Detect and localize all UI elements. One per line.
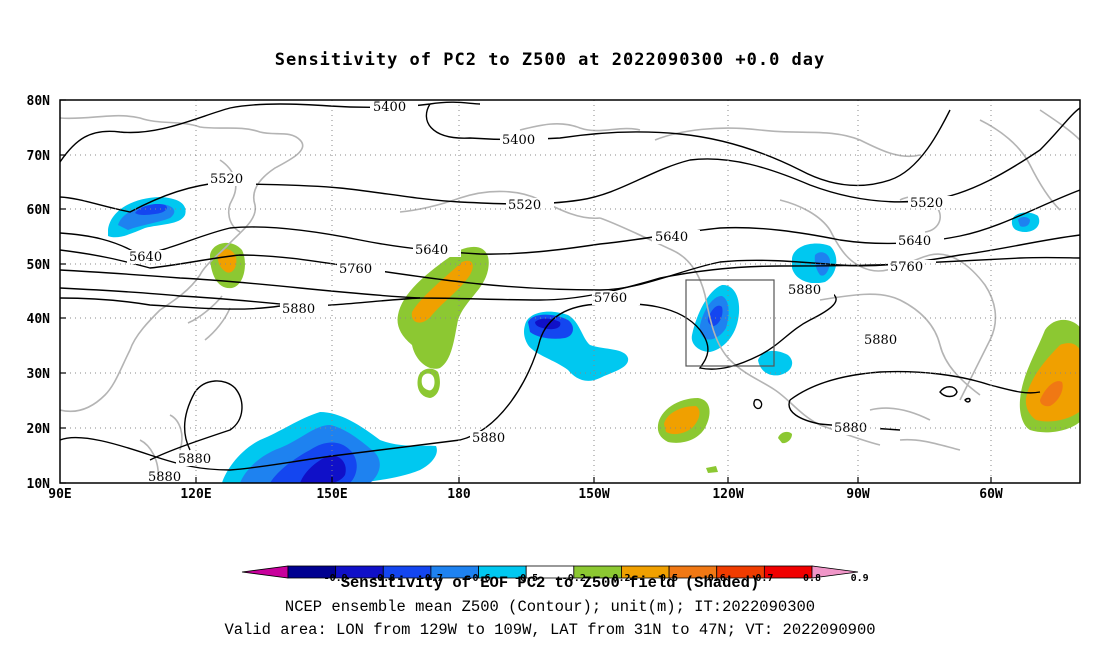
lat-label: 80N: [27, 94, 51, 109]
shade-negative-patch: [535, 318, 561, 330]
shade-negative-patch: [300, 455, 346, 483]
contour-label: 5880: [788, 283, 821, 298]
lon-label: 120W: [712, 487, 743, 502]
lon-label: 150W: [578, 487, 609, 502]
lat-label: 30N: [27, 367, 51, 382]
coastlines: [60, 109, 1080, 481]
lat-label: 40N: [27, 312, 51, 327]
lat-label: 60N: [27, 203, 51, 218]
shade-positive-patch: [706, 466, 718, 473]
shade-positive-patch: [664, 406, 700, 435]
gridlines: [60, 100, 1080, 483]
map-frame: [59, 99, 1081, 484]
contour-label: 5520: [210, 172, 243, 187]
sensitivity-map: 5400 5400 5520 5520 5520 5640 5640 5640 …: [27, 94, 1081, 502]
contour-label: 5760: [890, 260, 923, 275]
map-title: Sensitivity of PC2 to Z500 at 2022090300…: [274, 50, 826, 70]
contour-label: 5880: [472, 431, 505, 446]
shade-positive-patch: [411, 260, 473, 323]
lon-label: 180: [447, 487, 471, 502]
contour-label: 5880: [178, 452, 211, 467]
contour-labels: 5400 5400 5520 5520 5520 5640 5640 5640 …: [127, 100, 956, 485]
lat-label: 20N: [27, 422, 51, 437]
lat-label: 70N: [27, 149, 51, 164]
shade-positive-patch: [1025, 343, 1080, 422]
shade-positive-patch: [397, 246, 489, 369]
z500-contours: [60, 101, 1080, 471]
caption-valid-area: Valid area: LON from 129W to 109W, LAT f…: [224, 621, 876, 639]
lon-label: 90W: [846, 487, 870, 502]
caption-shaded: Sensitivity of EOF PC2 to Z500 field (Sh…: [340, 574, 760, 592]
contour-label: 5760: [594, 291, 627, 306]
shade-positive-patch: [217, 249, 237, 273]
contour-label: 5640: [129, 250, 162, 265]
contour-label: 5520: [508, 198, 541, 213]
caption-contour: NCEP ensemble mean Z500 (Contour); unit(…: [284, 598, 816, 616]
longitude-labels: 90E 120E 150E 180 150W 120W 90W 60W: [48, 487, 1003, 502]
tick-marks: [60, 99, 992, 484]
contour-label: 5400: [502, 133, 535, 148]
lat-label: 10N: [27, 477, 51, 492]
contour-label: 5640: [415, 243, 448, 258]
shade-positive-patch: [421, 373, 435, 391]
latitude-labels: 80N 70N 60N 50N 40N 30N 20N 10N: [27, 94, 51, 492]
shade-negative-patch: [1018, 217, 1030, 227]
contour-label: 5520: [910, 196, 943, 211]
contour-label: 5640: [655, 230, 688, 245]
shade-positive-patch: [1040, 381, 1063, 407]
contour-label: 5760: [339, 262, 372, 277]
contour-label: 5880: [864, 333, 897, 348]
svg-text:5880: 5880: [148, 470, 181, 485]
lon-label: 150E: [316, 487, 347, 502]
contour-label: 5400: [373, 100, 406, 115]
shade-positive-patch: [778, 431, 792, 444]
contour-label: 5640: [898, 234, 931, 249]
valid-area-box: [685, 279, 775, 367]
shade-negative-patch: [758, 350, 793, 376]
lon-label: 60W: [979, 487, 1003, 502]
lon-label: 120E: [180, 487, 211, 502]
lon-label: 90E: [48, 487, 71, 502]
contour-label: 5880: [282, 302, 315, 317]
lat-label: 50N: [27, 258, 51, 273]
